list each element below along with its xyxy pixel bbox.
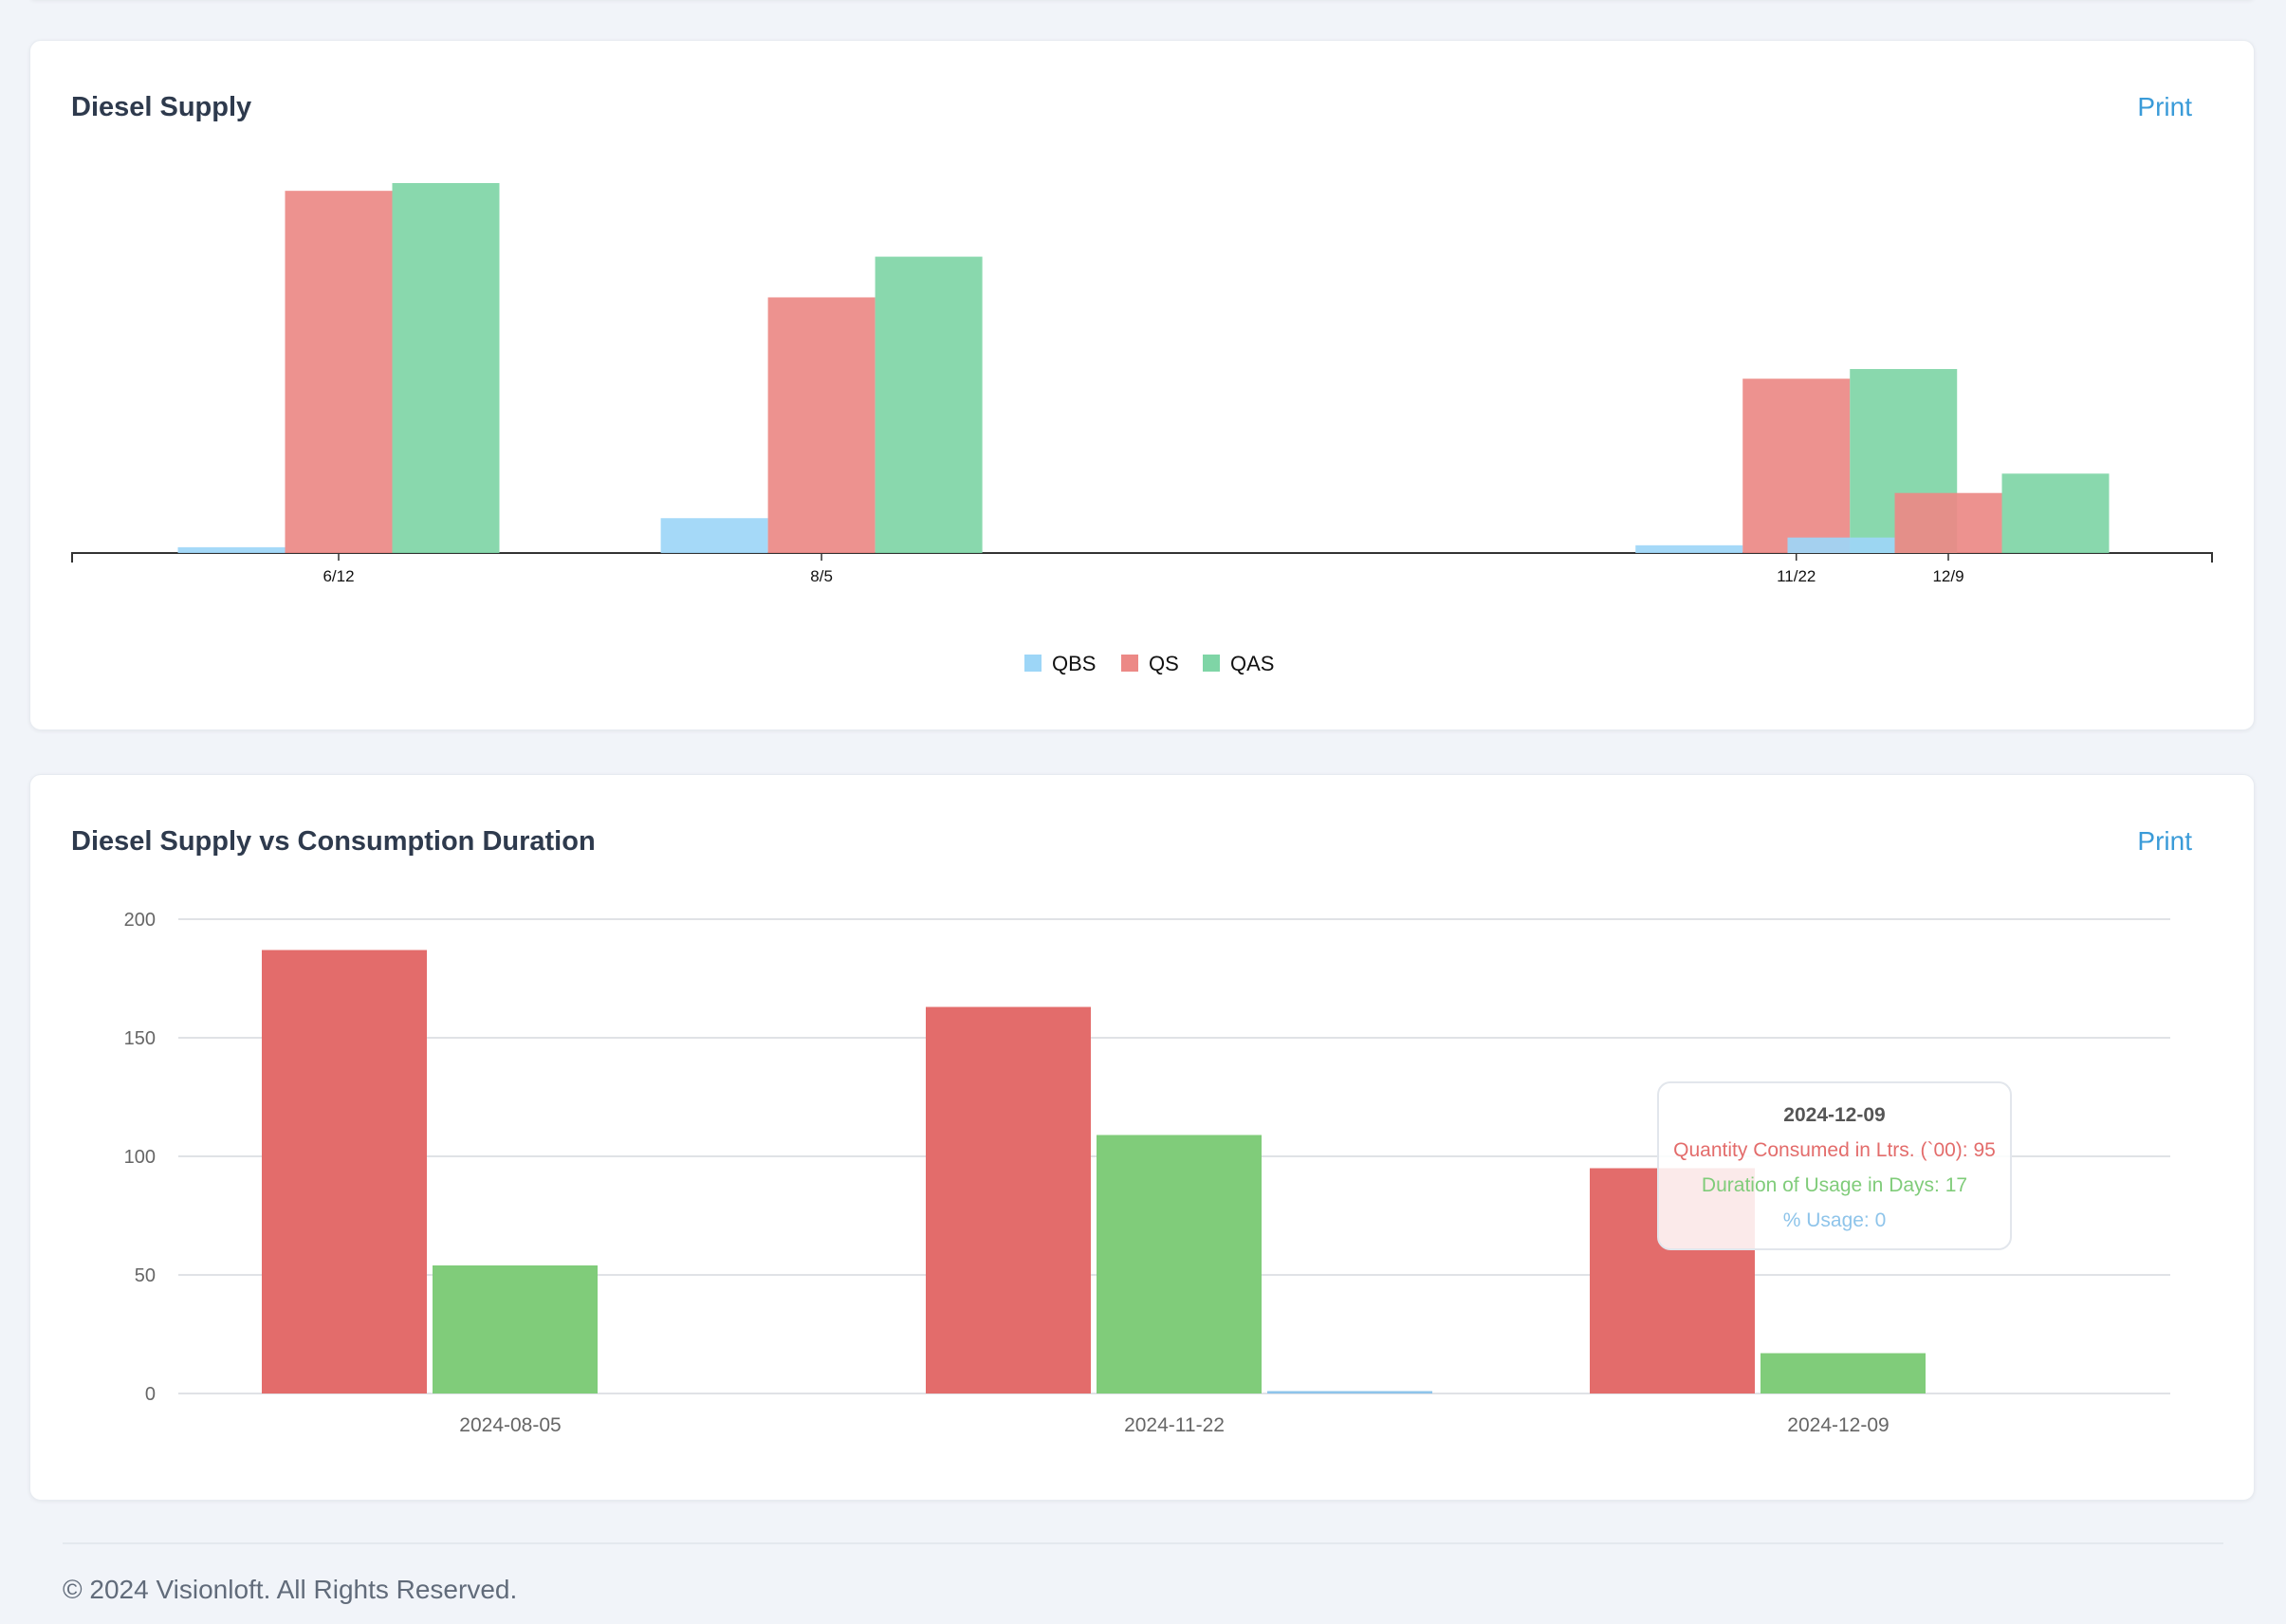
bar-series-1 bbox=[1761, 1353, 1926, 1393]
diesel-supply-card: Diesel Supply Print 6/12 8/5 11/22 12/9 QBS Q… bbox=[29, 40, 2255, 730]
bar-qbs bbox=[660, 518, 768, 553]
tooltip-line-duration: Duration of Usage in Days: 17 bbox=[1701, 1174, 1968, 1196]
print-button[interactable]: Print bbox=[2137, 826, 2192, 856]
bar-series-0 bbox=[262, 950, 427, 1393]
card-title: Diesel Supply bbox=[71, 92, 252, 122]
y-tick-label: 200 bbox=[124, 910, 156, 931]
footer-copyright: © 2024 Visionloft. All Rights Reserved. bbox=[63, 1575, 518, 1604]
bar-qas bbox=[2001, 473, 2110, 553]
tooltip-line-quantity: Quantity Consumed in Ltrs. (`00): 95 bbox=[1673, 1139, 1996, 1161]
bar-qbs bbox=[177, 546, 286, 553]
bar-qas bbox=[875, 256, 983, 553]
x-tick-label: 2024-08-05 bbox=[459, 1414, 561, 1436]
bar-series-1 bbox=[1097, 1135, 1262, 1393]
legend-swatch-qs bbox=[1121, 655, 1138, 672]
card-title: Diesel Supply vs Consumption Duration bbox=[71, 826, 596, 857]
y-tick-label: 0 bbox=[145, 1384, 156, 1405]
x-tick-label: 6/12 bbox=[323, 567, 354, 585]
bar-qs bbox=[767, 297, 876, 553]
legend-swatch-qas bbox=[1203, 655, 1220, 672]
legend-label-qs: QS bbox=[1149, 652, 1179, 675]
diesel-supply-chart: 6/12 8/5 11/22 12/9 QBS QS QAS bbox=[71, 183, 2213, 675]
bar-qs bbox=[285, 191, 393, 553]
footer-divider bbox=[63, 1542, 2223, 1544]
bar-series-2 bbox=[1267, 1391, 1432, 1393]
diesel-consumption-card: Diesel Supply vs Consumption Duration Pr… bbox=[29, 774, 2255, 1501]
legend-label-qbs: QBS bbox=[1052, 652, 1096, 675]
legend-swatch-qbs bbox=[1024, 655, 1042, 672]
x-tick-label: 2024-12-09 bbox=[1787, 1414, 1889, 1436]
x-tick-label: 12/9 bbox=[1932, 567, 1963, 585]
x-tick-label: 2024-11-22 bbox=[1124, 1414, 1225, 1436]
diesel-consumption-chart: 0 50 100 150 200 2024-08-05 2024-11-22 2024-12-… bbox=[124, 910, 2170, 1436]
print-button[interactable]: Print bbox=[2137, 92, 2192, 121]
bar-qbs bbox=[1635, 544, 1743, 553]
x-tick-label: 8/5 bbox=[810, 567, 833, 585]
bar-series-0 bbox=[926, 1006, 1091, 1393]
bar-qas bbox=[392, 183, 500, 553]
legend-label-qas: QAS bbox=[1230, 652, 1274, 675]
y-tick-label: 150 bbox=[124, 1028, 156, 1049]
x-tick-label: 11/22 bbox=[1777, 567, 1816, 585]
bar-qs bbox=[1894, 492, 2002, 553]
tooltip-title: 2024-12-09 bbox=[1783, 1104, 1886, 1126]
bar-series-1 bbox=[433, 1265, 598, 1393]
y-tick-label: 100 bbox=[124, 1147, 156, 1168]
bar-qbs bbox=[1787, 537, 1895, 553]
chart-tooltip: 2024-12-09 Quantity Consumed in Ltrs. (`… bbox=[1657, 1081, 2012, 1250]
tooltip-line-usage: % Usage: 0 bbox=[1782, 1209, 1887, 1231]
bar-qs bbox=[1742, 378, 1851, 553]
y-tick-label: 50 bbox=[135, 1265, 156, 1286]
